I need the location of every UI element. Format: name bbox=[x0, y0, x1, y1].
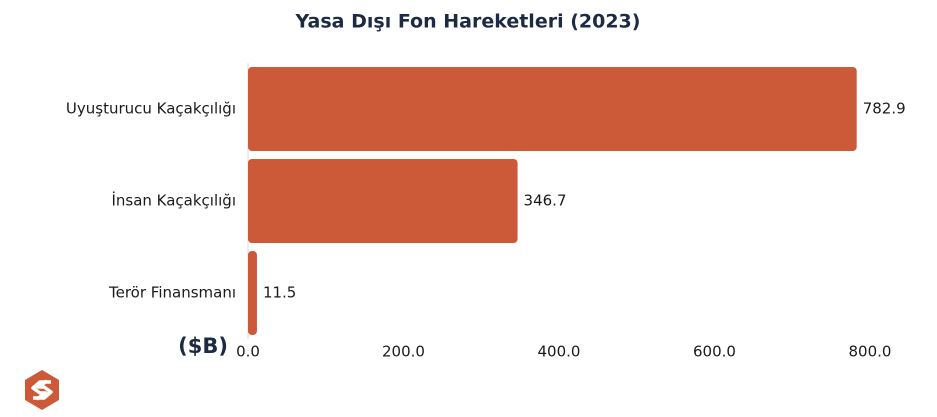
x-tick-label: 200.0 bbox=[382, 343, 425, 361]
x-tick-label: 800.0 bbox=[849, 343, 892, 361]
y-tick-label: İnsan Kaçakçılığı bbox=[111, 191, 236, 210]
x-tick-label: 0.0 bbox=[236, 343, 260, 361]
y-tick-label: Terör Finansmanı bbox=[108, 284, 236, 302]
bar bbox=[248, 67, 857, 151]
value-label: 11.5 bbox=[263, 284, 296, 302]
value-label: 782.9 bbox=[863, 100, 906, 118]
logo-s bbox=[31, 379, 53, 401]
bar bbox=[248, 251, 257, 335]
y-tick-label: Uyuşturucu Kaçakçılığı bbox=[66, 100, 236, 118]
logo bbox=[25, 370, 59, 410]
axis-unit: ($B) bbox=[178, 334, 228, 358]
value-label: 346.7 bbox=[524, 192, 567, 210]
x-tick-label: 600.0 bbox=[693, 343, 736, 361]
chart-title: Yasa Dışı Fon Hareketleri (2023) bbox=[295, 11, 641, 33]
x-tick-label: 400.0 bbox=[538, 343, 581, 361]
bar bbox=[248, 159, 518, 243]
logo-hexagon bbox=[25, 370, 59, 410]
